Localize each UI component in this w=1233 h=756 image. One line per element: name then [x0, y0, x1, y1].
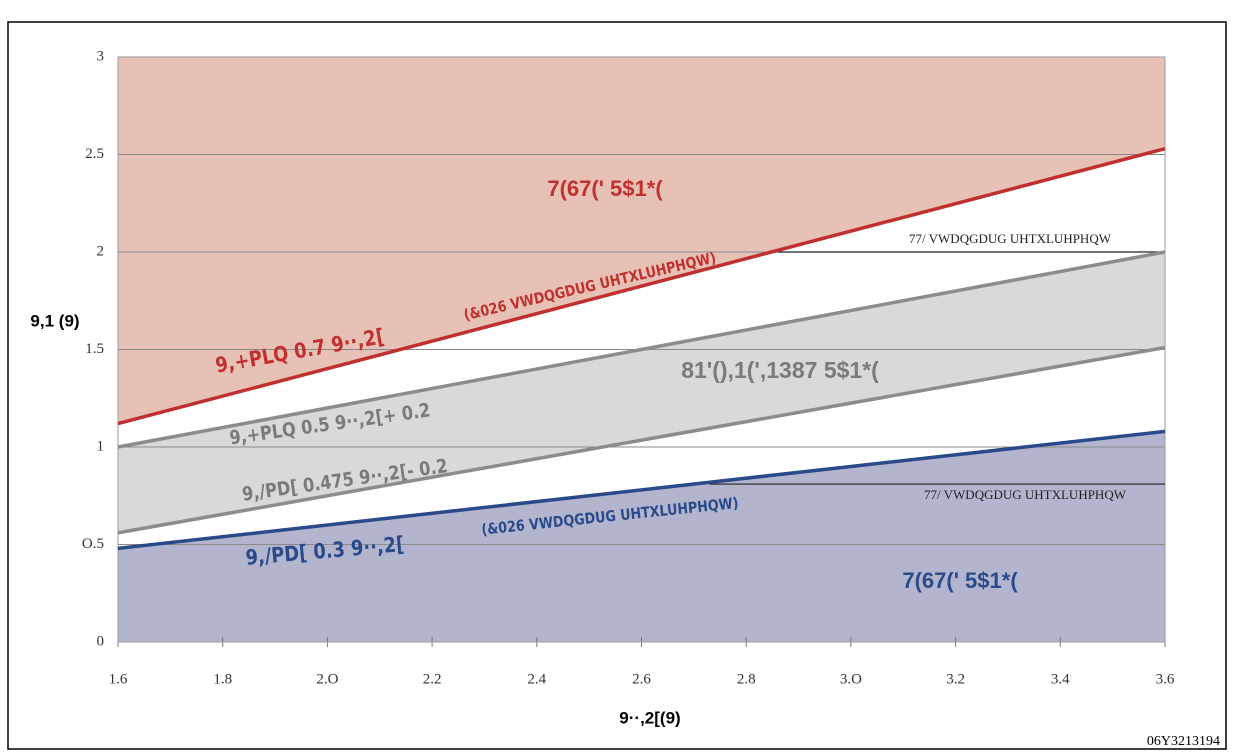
- y-tick-label: 0: [97, 633, 105, 649]
- annotation: 7(67(' 5$1*(: [902, 568, 1018, 593]
- band: [118, 252, 1165, 533]
- y-axis-label: 9,1 (9): [30, 311, 79, 330]
- plot-area: 0 O.5 1 1.5 2 2.5 3 1.6 1.8 2.O 2.2 2.4 2.6 2.8 3.O 3.2…: [82, 48, 1175, 687]
- x-tick-label: 1.8: [213, 671, 232, 687]
- y-tick-label: 2.5: [85, 146, 104, 162]
- y-tick-label: 3: [97, 48, 105, 64]
- x-tick-label: 3.2: [946, 671, 965, 687]
- y-tick-label: 1.5: [85, 341, 104, 357]
- series-line: [117, 429, 1166, 551]
- x-tick-label: 2.6: [632, 671, 651, 687]
- series-line: [117, 250, 1166, 449]
- x-tick-label: 2.8: [737, 671, 756, 687]
- frame: [7, 21, 1227, 750]
- x-tick-label: 2.O: [316, 671, 338, 687]
- series-line: [117, 146, 1166, 426]
- x-tick-label: 1.6: [109, 671, 128, 687]
- annotation: 77/ VWDQGDUG UHTXLUHPHQW: [909, 231, 1112, 246]
- x-tick-label: 3.O: [840, 671, 862, 687]
- annotation: 7(67(' 5$1*(: [547, 176, 663, 201]
- x-tick-label: 3.4: [1051, 671, 1070, 687]
- x-tick-label: 2.4: [527, 671, 546, 687]
- region: [118, 57, 1165, 424]
- x-axis-label: 9··,2[(9): [619, 708, 680, 727]
- x-tick-label: 3.6: [1156, 671, 1175, 687]
- annotation: 77/ VWDQGDUG UHTXLUHPHQW: [924, 487, 1127, 502]
- footnote: 06Y3213194: [1147, 734, 1220, 749]
- x-tick-label: 2.2: [423, 671, 442, 687]
- y-tick-label: 1: [97, 438, 105, 454]
- y-tick-label: 2: [97, 243, 105, 259]
- series-line: [117, 345, 1166, 535]
- plot-border: [117, 56, 1166, 643]
- y-tick-label: O.5: [82, 536, 104, 552]
- annotation: 81'(),1(',1387 5$1*(: [681, 357, 879, 383]
